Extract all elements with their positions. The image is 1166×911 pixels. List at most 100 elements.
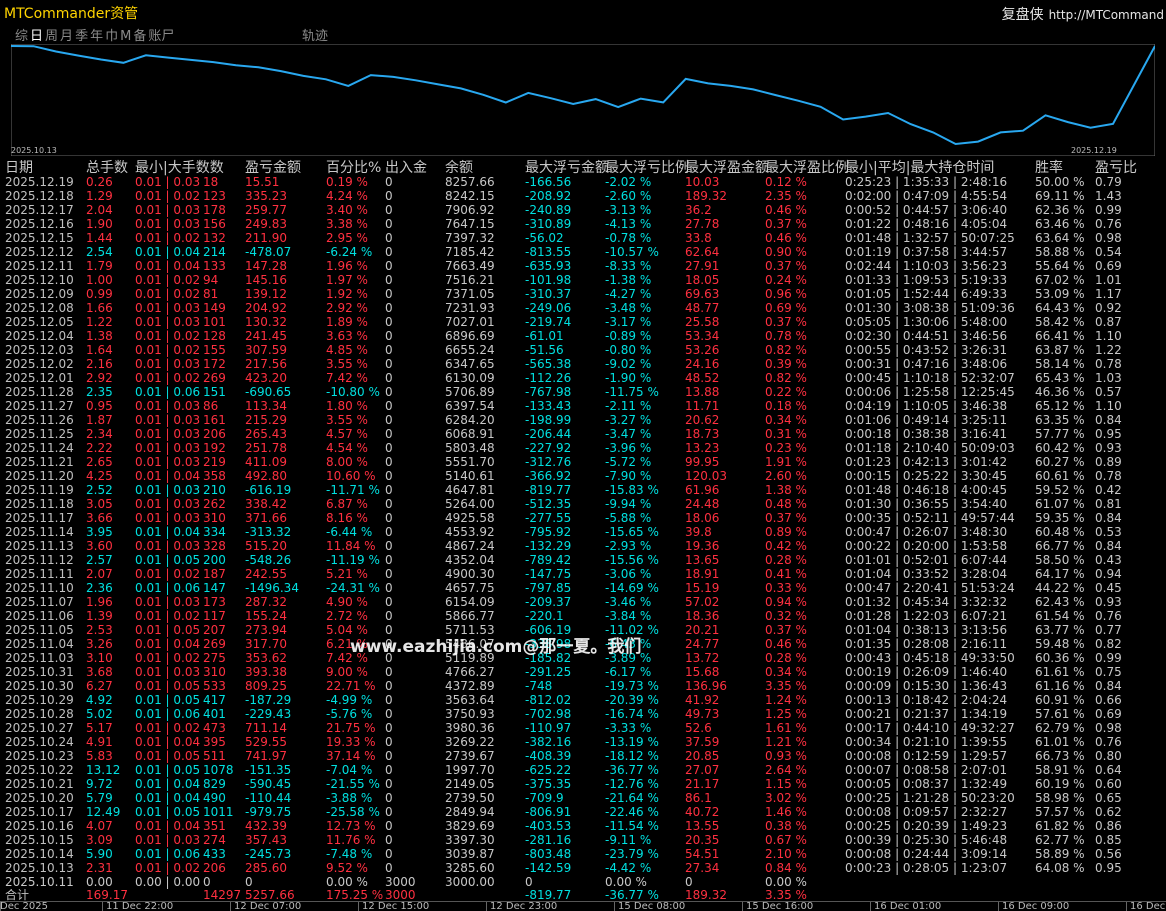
- column-header-11[interactable]: 最小|平均|最大持仓时间: [845, 160, 995, 176]
- tab-6[interactable]: 巾: [105, 29, 119, 44]
- cell-2: 0.01 | 0.04: [135, 469, 201, 483]
- cell-11: 0.41 %: [765, 567, 807, 581]
- cell-10: 13.55: [685, 819, 720, 833]
- cell-3: 133: [203, 259, 226, 273]
- tab-4[interactable]: 季: [75, 29, 89, 44]
- cell-8: -635.93: [525, 259, 572, 273]
- cell-11: 1.61 %: [765, 721, 807, 735]
- cell-11: 0.48 %: [765, 497, 807, 511]
- tab-3[interactable]: 月: [60, 29, 74, 44]
- table-row[interactable]: 2025.12.17 2.04 0.01 | 0.03 178 259.77 3.40 %…: [0, 203, 1166, 217]
- table-row[interactable]: 2025.10.21 9.72 0.01 | 0.04 829 -590.45 -21.5…: [0, 777, 1166, 791]
- table-row[interactable]: 2025.11.27 0.95 0.01 | 0.03 86 113.34 1.80 % 0…: [0, 399, 1166, 413]
- tab-8[interactable]: 备: [133, 29, 147, 44]
- cell-13: 69.11 %: [1035, 189, 1085, 203]
- tab-2[interactable]: 周: [45, 29, 59, 44]
- table-row[interactable]: 2025.11.04 3.26 0.01 | 0.04 269 317.70 6.21 %…: [0, 637, 1166, 651]
- table-row[interactable]: 2025.10.16 4.07 0.01 | 0.04 351 432.39 12.73 …: [0, 819, 1166, 833]
- column-header-2[interactable]: 最小|大手数数: [135, 160, 224, 176]
- table-row[interactable]: 2025.11.07 1.96 0.01 | 0.03 173 287.32 4.90 %…: [0, 595, 1166, 609]
- tab-7[interactable]: M: [120, 29, 132, 44]
- total-row: 合计 169.17 14297 5257.66 175.25 % 3000 -819.77 -…: [0, 889, 1166, 901]
- table-row[interactable]: 2025.10.31 3.68 0.01 | 0.03 310 393.38 9.00 %…: [0, 665, 1166, 679]
- column-header-7[interactable]: 最大浮亏金额: [525, 160, 609, 176]
- table-row[interactable]: 2025.11.11 2.07 0.01 | 0.02 187 242.55 5.21 %…: [0, 567, 1166, 581]
- cell-3: 219: [203, 455, 226, 469]
- cell-4: 0: [245, 875, 253, 889]
- table-row[interactable]: 2025.12.10 1.00 0.01 | 0.02 94 145.16 1.97 % 0…: [0, 273, 1166, 287]
- column-header-0[interactable]: 日期: [5, 160, 33, 176]
- table-row[interactable]: 2025.10.14 5.90 0.01 | 0.06 433 -245.73 -7.48…: [0, 847, 1166, 861]
- column-header-1[interactable]: 总手数: [86, 160, 128, 176]
- table-row[interactable]: 2025.10.24 4.91 0.01 | 0.04 395 529.55 19.33 …: [0, 735, 1166, 749]
- table-row[interactable]: 2025.11.21 2.65 0.01 | 0.03 219 411.09 8.00 %…: [0, 455, 1166, 469]
- table-row[interactable]: 2025.12.16 1.90 0.01 | 0.03 156 249.83 3.38 %…: [0, 217, 1166, 231]
- tab-0[interactable]: 综: [15, 29, 29, 44]
- column-header-3[interactable]: 盈亏金额: [245, 160, 301, 176]
- column-header-9[interactable]: 最大浮盈金额: [685, 160, 769, 176]
- cell-8: -209.37: [525, 595, 572, 609]
- table-row[interactable]: 2025.12.12 2.54 0.01 | 0.04 214 -478.07 -6.24…: [0, 245, 1166, 259]
- table-row[interactable]: 2025.10.13 2.31 0.01 | 0.02 206 285.60 9.52 %…: [0, 861, 1166, 875]
- cell-7: 2149.05: [445, 777, 495, 791]
- table-row[interactable]: 2025.11.26 1.87 0.01 | 0.03 161 215.29 3.55 %…: [0, 413, 1166, 427]
- cell-7: 2849.94: [445, 805, 495, 819]
- table-row[interactable]: 2025.11.19 2.52 0.01 | 0.03 210 -616.19 -11.7…: [0, 483, 1166, 497]
- table-row[interactable]: 2025.11.10 2.36 0.01 | 0.06 147 -1496.34 -24.…: [0, 581, 1166, 595]
- table-row[interactable]: 2025.11.17 3.66 0.01 | 0.03 310 371.66 8.16 %…: [0, 511, 1166, 525]
- column-header-12[interactable]: 胜率: [1035, 160, 1063, 176]
- table-row[interactable]: 2025.10.28 5.02 0.01 | 0.06 401 -229.43 -5.76…: [0, 707, 1166, 721]
- column-header-13[interactable]: 盈亏比: [1095, 160, 1137, 176]
- table-row[interactable]: 2025.11.05 2.53 0.01 | 0.05 207 273.94 5.04 %…: [0, 623, 1166, 637]
- tab-track[interactable]: 轨迹: [302, 29, 329, 44]
- table-row[interactable]: 2025.12.03 1.64 0.01 | 0.02 155 307.59 4.85 %…: [0, 343, 1166, 357]
- column-header-5[interactable]: 出入金: [385, 160, 427, 176]
- tab-1[interactable]: 日: [30, 29, 44, 44]
- table-row[interactable]: 2025.10.30 6.27 0.01 | 0.05 533 809.25 22.71 …: [0, 679, 1166, 693]
- cell-12: 0:00:19 | 0:26:09 | 1:46:40: [845, 665, 1008, 679]
- table-row[interactable]: 2025.10.22 13.12 0.01 | 0.05 1078 -151.35 -7.…: [0, 763, 1166, 777]
- table-row[interactable]: 2025.10.11 0.00 0.00 | 0.00 0 0 0.00 % 3000 300…: [0, 875, 1166, 889]
- table-row[interactable]: 2025.11.25 2.34 0.01 | 0.03 206 265.43 4.57 %…: [0, 427, 1166, 441]
- table-row[interactable]: 2025.10.20 5.79 0.01 | 0.04 490 -110.44 -3.88…: [0, 791, 1166, 805]
- table-row[interactable]: 2025.12.18 1.29 0.01 | 0.02 123 335.23 4.24 %…: [0, 189, 1166, 203]
- brand-url[interactable]: http://MTCommand: [1048, 8, 1164, 22]
- table-row[interactable]: 2025.11.13 3.60 0.01 | 0.03 328 515.20 11.84 …: [0, 539, 1166, 553]
- table-row[interactable]: 2025.10.27 5.17 0.01 | 0.02 473 711.14 21.75 …: [0, 721, 1166, 735]
- column-header-6[interactable]: 余额: [445, 160, 473, 176]
- table-row[interactable]: 2025.12.11 1.79 0.01 | 0.04 133 147.28 1.96 %…: [0, 259, 1166, 273]
- cell-4: 393.38: [245, 665, 287, 679]
- cell-1: 12.49: [86, 805, 121, 819]
- table-row[interactable]: 2025.11.14 3.95 0.01 | 0.04 334 -313.32 -6.44…: [0, 525, 1166, 539]
- table-row[interactable]: 2025.10.15 3.09 0.01 | 0.03 274 357.43 11.76 …: [0, 833, 1166, 847]
- cell-4: 711.14: [245, 721, 287, 735]
- table-row[interactable]: 2025.10.29 4.92 0.01 | 0.05 417 -187.29 -4.99…: [0, 693, 1166, 707]
- cell-10: 52.6: [685, 721, 712, 735]
- table-row[interactable]: 2025.11.28 2.35 0.01 | 0.06 151 -690.65 -10.8…: [0, 385, 1166, 399]
- table-row[interactable]: 2025.12.01 2.92 0.01 | 0.02 269 423.20 7.42 %…: [0, 371, 1166, 385]
- table-row[interactable]: 2025.10.23 5.83 0.01 | 0.05 511 741.97 37.14 …: [0, 749, 1166, 763]
- table-row[interactable]: 2025.12.05 1.22 0.01 | 0.03 101 130.32 1.89 %…: [0, 315, 1166, 329]
- cell-8: -147.75: [525, 567, 572, 581]
- column-header-4[interactable]: 百分比%: [326, 160, 382, 176]
- report-table[interactable]: 2025.12.19 0.26 0.01 | 0.03 18 15.51 0.19 % 0 8…: [0, 175, 1166, 889]
- table-row[interactable]: 2025.12.02 2.16 0.01 | 0.03 172 217.56 3.55 %…: [0, 357, 1166, 371]
- tab-9[interactable]: 账尸: [148, 29, 175, 44]
- table-row[interactable]: 2025.11.24 2.22 0.01 | 0.03 192 251.78 4.54 %…: [0, 441, 1166, 455]
- cell-4: 15.51: [245, 175, 280, 189]
- cell-4: 155.24: [245, 609, 287, 623]
- table-row[interactable]: 2025.12.09 0.99 0.01 | 0.02 81 139.12 1.92 % 0…: [0, 287, 1166, 301]
- table-row[interactable]: 2025.11.12 2.57 0.01 | 0.05 200 -548.26 -11.1…: [0, 553, 1166, 567]
- table-row[interactable]: 2025.12.19 0.26 0.01 | 0.03 18 15.51 0.19 % 0 8…: [0, 175, 1166, 189]
- column-header-10[interactable]: 最大浮盈比例: [765, 160, 849, 176]
- table-row[interactable]: 2025.10.17 12.49 0.01 | 0.05 1011 -979.75 -25…: [0, 805, 1166, 819]
- tab-5[interactable]: 年: [90, 29, 104, 44]
- table-row[interactable]: 2025.12.04 1.38 0.01 | 0.02 128 241.45 3.63 %…: [0, 329, 1166, 343]
- table-row[interactable]: 2025.11.06 1.39 0.01 | 0.02 117 155.24 2.72 %…: [0, 609, 1166, 623]
- table-row[interactable]: 2025.12.08 1.66 0.01 | 0.03 149 204.92 2.92 %…: [0, 301, 1166, 315]
- column-header-8[interactable]: 最大浮亏比例: [605, 160, 689, 176]
- table-row[interactable]: 2025.11.20 4.25 0.01 | 0.04 358 492.80 10.60 …: [0, 469, 1166, 483]
- table-row[interactable]: 2025.12.15 1.44 0.01 | 0.02 132 211.90 2.95 %…: [0, 231, 1166, 245]
- table-row[interactable]: 2025.11.03 3.10 0.01 | 0.02 275 353.62 7.42 %…: [0, 651, 1166, 665]
- table-row[interactable]: 2025.11.18 3.05 0.01 | 0.03 262 338.42 6.87 %…: [0, 497, 1166, 511]
